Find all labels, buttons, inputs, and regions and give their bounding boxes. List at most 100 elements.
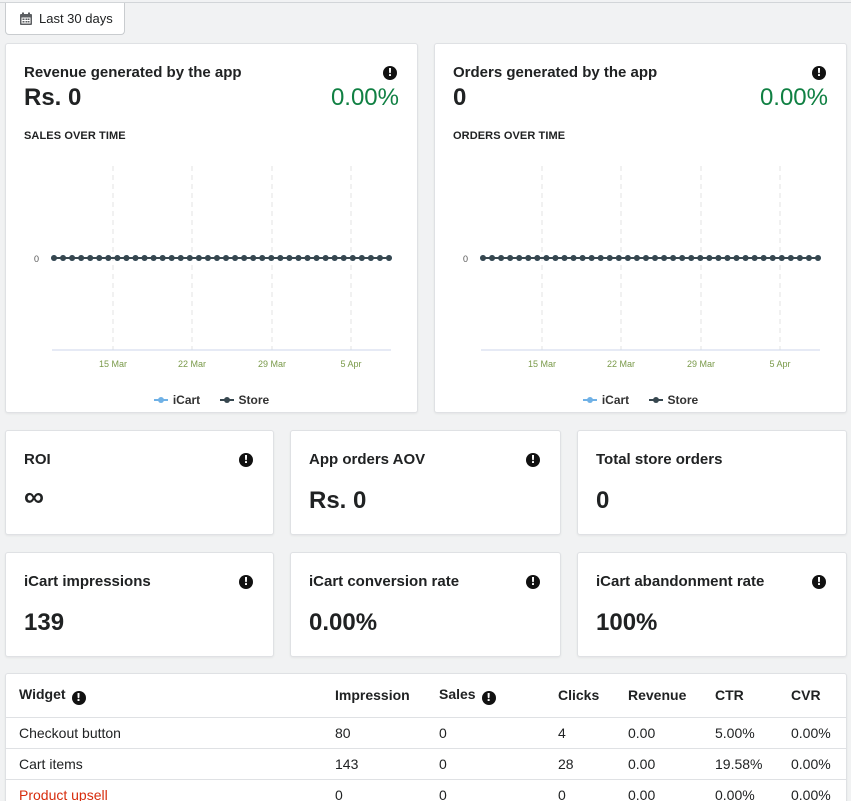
sales-over-time-heading: SALES OVER TIME [24, 130, 126, 142]
data-point-store [688, 255, 695, 261]
data-point-store [525, 255, 532, 261]
orders-over-time-heading: ORDERS OVER TIME [453, 130, 566, 142]
data-point-store [295, 255, 302, 261]
data-point-store [331, 255, 338, 261]
data-point-store [805, 255, 812, 261]
cell-cvr: 0.00% [778, 717, 846, 749]
data-point-store [697, 255, 704, 261]
data-point-store [367, 255, 374, 261]
data-point-store [259, 255, 266, 261]
info-icon[interactable]: ! [383, 66, 397, 80]
info-icon[interactable]: ! [481, 690, 496, 705]
legend-item-store[interactable]: Store [219, 393, 269, 407]
cell-ctr: 5.00% [702, 717, 778, 749]
stat-card-impressions: iCart impressions ! 139 [5, 552, 274, 657]
data-point-store [760, 255, 767, 261]
x-tick-label: 5 Apr [769, 359, 790, 369]
data-point-store [642, 255, 649, 261]
legend-marker-icart [582, 397, 597, 403]
cell-sales: 0 [426, 779, 545, 801]
stat-title: iCart impressions [24, 573, 151, 590]
y-tick-label: 0 [463, 254, 468, 264]
widget-table-card: Widget! Impression Sales! Clicks Revenue… [5, 673, 847, 801]
data-point-store [543, 255, 550, 261]
data-point-store [815, 255, 821, 261]
data-point-store [570, 255, 577, 261]
x-tick-label: 29 Mar [258, 359, 286, 369]
cell-clicks: 0 [545, 779, 615, 801]
data-point-store [552, 255, 559, 261]
info-icon[interactable]: ! [526, 453, 540, 467]
data-point-store [706, 255, 713, 261]
data-point-store [507, 255, 514, 261]
column-header-revenue: Revenue [615, 674, 702, 718]
data-point-store [250, 255, 257, 261]
column-header-ctr: CTR [702, 674, 778, 718]
table-row[interactable]: Product upsell 0 0 0 0.00 0.00% 0.00% [6, 779, 846, 801]
table-row[interactable]: Checkout button 80 0 4 0.00 5.00% 0.00% [6, 717, 846, 749]
widget-name: Checkout button [6, 717, 322, 749]
table-header-row: Widget! Impression Sales! Clicks Revenue… [6, 674, 846, 718]
x-tick-label: 15 Mar [528, 359, 556, 369]
date-range-button[interactable]: Last 30 days [5, 3, 125, 35]
info-icon[interactable]: ! [812, 66, 826, 80]
data-point-store [60, 255, 67, 261]
cell-sales: 0 [426, 717, 545, 749]
cell-clicks: 4 [545, 717, 615, 749]
info-icon[interactable]: ! [239, 575, 253, 589]
cell-cvr: 0.00% [778, 779, 846, 801]
x-tick-label: 29 Mar [687, 359, 715, 369]
column-header-impression: Impression [322, 674, 426, 718]
stat-card-total-orders: Total store orders 0 [577, 430, 847, 535]
x-tick-label: 22 Mar [178, 359, 206, 369]
cell-cvr: 0.00% [778, 748, 846, 780]
column-header-label: Widget [19, 685, 66, 702]
data-point-store [105, 255, 112, 261]
table-row[interactable]: Cart items 143 0 28 0.00 19.58% 0.00% [6, 748, 846, 780]
info-icon[interactable]: ! [239, 453, 253, 467]
stat-value: Rs. 0 [309, 487, 367, 514]
stat-title: iCart abandonment rate [596, 573, 765, 590]
orders-over-time-chart: 15 Mar 22 Mar 29 Mar 5 Apr 0 [463, 166, 821, 369]
stat-value: 0 [596, 487, 610, 514]
data-point-store [787, 255, 794, 261]
data-point-store [480, 255, 486, 261]
column-header-widget: Widget! [6, 674, 322, 718]
info-icon[interactable]: ! [812, 575, 826, 589]
data-point-store [96, 255, 103, 261]
data-point-store [498, 255, 505, 261]
data-point-store [78, 255, 85, 261]
data-point-store [769, 255, 776, 261]
stat-title: iCart conversion rate [309, 573, 460, 590]
stat-value: 139 [24, 609, 65, 636]
data-point-store [322, 255, 329, 261]
stat-card-conversion: iCart conversion rate ! 0.00% [290, 552, 561, 657]
data-point-store [123, 255, 130, 261]
column-header-clicks: Clicks [545, 674, 615, 718]
legend-item-icart[interactable]: iCart [582, 393, 629, 407]
data-point-store [186, 255, 193, 261]
data-point-store [534, 255, 541, 261]
data-point-store [223, 255, 230, 261]
data-point-store [751, 255, 758, 261]
legend-item-icart[interactable]: iCart [153, 393, 200, 407]
data-point-store [661, 255, 668, 261]
stat-card-abandonment: iCart abandonment rate ! 100% [577, 552, 847, 657]
data-point-store [286, 255, 293, 261]
data-point-store [213, 255, 220, 261]
info-icon[interactable]: ! [71, 690, 86, 705]
data-point-store [489, 255, 496, 261]
data-point-store [349, 255, 356, 261]
x-tick-label: 5 Apr [340, 359, 361, 369]
x-tick-label: 22 Mar [607, 359, 635, 369]
widget-name-link[interactable]: Product upsell [6, 779, 322, 801]
data-point-store [597, 255, 604, 261]
legend-item-store[interactable]: Store [648, 393, 698, 407]
data-point-store [304, 255, 311, 261]
top-divider [0, 2, 851, 3]
data-point-store [724, 255, 731, 261]
info-icon[interactable]: ! [526, 575, 540, 589]
data-point-store [159, 255, 166, 261]
column-header-cvr: CVR [778, 674, 846, 718]
stat-value: ∞ [24, 481, 44, 512]
